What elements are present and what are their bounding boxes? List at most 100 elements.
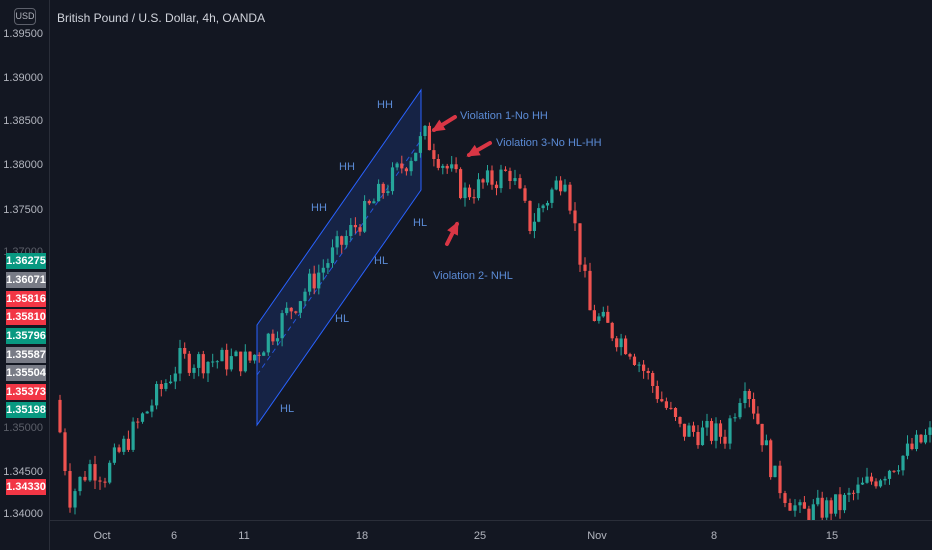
candle-body <box>583 264 587 271</box>
ytick-label: 1.34500 <box>3 466 43 478</box>
candle-down <box>760 423 764 452</box>
candle-down <box>752 392 756 420</box>
xtick-label: 15 <box>825 530 839 542</box>
candle-down <box>578 223 582 272</box>
candle-down <box>103 477 107 488</box>
candle-down <box>98 476 102 490</box>
candle-body <box>738 403 742 418</box>
candle-up <box>344 230 348 249</box>
candle-down <box>472 189 476 204</box>
candle-down <box>183 342 187 359</box>
candle-body <box>673 408 678 417</box>
candle-body <box>266 333 270 353</box>
candle-down <box>340 235 344 254</box>
candle-down <box>400 155 404 174</box>
candle-body <box>467 187 472 198</box>
candle-up <box>499 164 503 193</box>
channel-area <box>256 88 422 427</box>
candle-body <box>892 470 896 472</box>
candle-down <box>802 496 806 509</box>
candle-body <box>874 481 878 487</box>
candle-up <box>215 360 219 369</box>
candle-down <box>126 430 130 452</box>
candle-body <box>723 436 727 444</box>
violation-1-arrow <box>431 115 457 132</box>
candle-down <box>58 394 62 434</box>
candle-body <box>253 354 257 361</box>
candle-up <box>423 125 427 140</box>
candle-down <box>778 460 782 499</box>
candle-body <box>436 159 440 168</box>
candle-body <box>335 236 339 248</box>
candle-down <box>523 185 527 203</box>
price-label: 1.36275 <box>6 253 46 269</box>
candle-body <box>178 348 182 374</box>
xtick-label: Oct <box>93 530 111 542</box>
candle-down <box>271 329 275 345</box>
candle-body <box>372 201 376 204</box>
candle-body <box>760 423 764 446</box>
candle-body <box>68 471 72 508</box>
price-label: 1.35373 <box>6 384 46 400</box>
candle-body <box>518 178 522 189</box>
candle-down <box>783 490 787 508</box>
arrow-head <box>466 144 481 157</box>
candle-body <box>642 364 646 371</box>
candle-body <box>503 169 508 171</box>
candle-up <box>687 422 691 437</box>
candle-body <box>285 307 289 314</box>
candle-body <box>728 418 732 444</box>
candle-down <box>494 181 499 196</box>
candle-up <box>280 310 284 347</box>
candle-down <box>709 418 714 445</box>
candle-up <box>122 435 126 455</box>
time-axis[interactable]: Oct 6 11 18 25 Nov 8 15 <box>50 520 932 550</box>
candle-body <box>691 425 696 432</box>
candle-up <box>816 489 820 507</box>
candle-up <box>349 218 353 241</box>
candle-down <box>615 336 619 352</box>
price-label: 1.34330 <box>6 479 46 495</box>
candle-body <box>409 160 413 172</box>
candle-up <box>842 493 847 514</box>
candle-body <box>164 383 168 389</box>
candle-body <box>197 354 201 368</box>
candle-down <box>68 463 72 513</box>
candle-body <box>386 191 390 193</box>
candle-up <box>700 420 705 446</box>
candle-body <box>83 476 87 481</box>
candle-up <box>414 152 418 162</box>
candle-body <box>769 440 773 478</box>
candle-down <box>225 343 229 376</box>
candle-down <box>201 350 205 379</box>
candle-up <box>878 478 883 488</box>
candle-up <box>363 195 367 233</box>
candle-up <box>545 200 550 211</box>
candle-down <box>696 425 700 449</box>
candle-body <box>131 421 135 450</box>
candle-body <box>554 180 558 190</box>
candle-body <box>669 407 673 409</box>
candle-body <box>73 491 77 508</box>
candle-body <box>733 417 737 419</box>
chart-title: British Pound / U.S. Dollar, 4h, OANDA <box>57 11 266 25</box>
currency-badge[interactable]: USD <box>14 8 36 25</box>
candle-body <box>928 427 932 435</box>
candle-up <box>140 412 145 424</box>
candle-up <box>418 132 422 158</box>
candle-up <box>619 333 623 356</box>
candle-body <box>169 381 173 384</box>
candle-up <box>88 459 92 482</box>
candle-down <box>769 438 773 480</box>
price-axis[interactable]: USD 1.39500 1.39000 1.38500 1.38000 1.37… <box>0 0 50 550</box>
candle-down <box>518 174 522 190</box>
candle-down <box>669 401 673 410</box>
candle-down <box>874 478 878 489</box>
candle-down <box>747 388 751 408</box>
candle-body <box>108 462 112 483</box>
candle-body <box>811 504 815 522</box>
xtick-label: 6 <box>170 530 178 542</box>
candle-up <box>532 213 536 239</box>
candle-body <box>901 455 905 471</box>
